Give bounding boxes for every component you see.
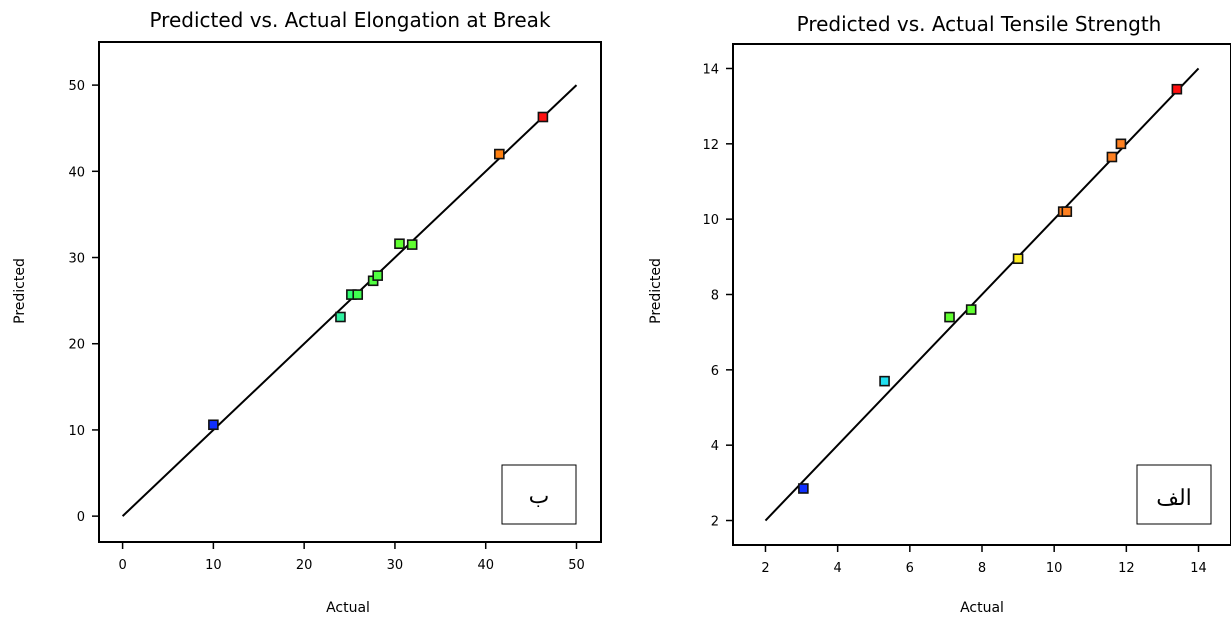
chart-elongation-xlabel: Actual — [326, 600, 370, 616]
chart-elongation-ytick-label: 30 — [68, 252, 85, 267]
chart-elongation-reference-line — [121, 84, 578, 517]
chart-elongation-xtick-label: 10 — [205, 558, 222, 573]
chart-tensile-data-point — [1061, 206, 1073, 217]
chart-tensile-points — [798, 83, 1183, 494]
chart-tensile-title: Predicted vs. Actual Tensile Strength — [797, 12, 1162, 36]
chart-tensile-xtick-label: 4 — [834, 561, 842, 576]
chart-tensile-xlabel: Actual — [960, 600, 1004, 616]
chart-tensile: Predicted vs. Actual Tensile Strength 2 4… — [648, 12, 1231, 616]
chart-elongation-ytick-label: 10 — [68, 424, 85, 439]
chart-elongation: Predicted vs. Actual Elongation at Break… — [12, 8, 602, 616]
chart-tensile-reference-line — [764, 67, 1200, 522]
chart-tensile-data-point — [1106, 151, 1118, 163]
chart-tensile-ytick-label: 10 — [702, 213, 719, 228]
chart-elongation-xtick-label: 0 — [118, 558, 126, 573]
chart-tensile-ticks: 2 4 6 8 10 12 14 2 4 6 8 10 12 14 — [702, 62, 1206, 576]
chart-elongation-data-point — [372, 270, 383, 281]
chart-elongation-data-point — [394, 238, 405, 250]
chart-elongation-ytick-label: 20 — [68, 338, 85, 353]
chart-tensile-ytick-label: 8 — [711, 289, 719, 304]
chart-elongation-data-point — [406, 239, 418, 250]
chart-elongation-ytick-label: 0 — [77, 510, 85, 525]
chart-elongation-panel-label-box: ب — [501, 464, 577, 525]
chart-elongation-xtick-label: 20 — [296, 558, 313, 573]
chart-elongation-ytick-label: 50 — [68, 79, 85, 94]
chart-elongation-data-point — [335, 311, 346, 323]
chart-elongation-points — [208, 111, 549, 431]
chart-elongation-ticks: 0 10 20 30 40 50 0 10 20 30 40 50 — [68, 79, 584, 573]
chart-tensile-xtick-label: 14 — [1190, 561, 1207, 576]
chart-tensile-xtick-label: 8 — [978, 561, 986, 576]
chart-tensile-data-point — [879, 375, 890, 387]
chart-elongation-ylabel: Predicted — [12, 258, 28, 324]
chart-tensile-ytick-label: 14 — [702, 62, 719, 77]
chart-tensile-ytick-label: 4 — [711, 439, 719, 454]
chart-elongation-xtick-label: 50 — [568, 558, 585, 573]
chart-tensile-xtick-label: 2 — [761, 561, 769, 576]
chart-elongation-data-point — [494, 148, 505, 160]
chart-elongation-ytick-label: 40 — [68, 165, 85, 180]
chart-elongation-data-point — [352, 289, 364, 300]
chart-tensile-data-point — [1171, 83, 1183, 95]
chart-tensile-ylabel: Predicted — [648, 258, 664, 324]
chart-tensile-data-point — [944, 311, 955, 323]
chart-elongation-xtick-label: 40 — [477, 558, 494, 573]
chart-elongation-plot-frame — [98, 41, 602, 543]
chart-elongation-panel-label: ب — [529, 484, 550, 509]
chart-elongation-data-point — [537, 111, 549, 123]
chart-tensile-ytick-label: 2 — [711, 515, 719, 530]
chart-tensile-xtick-label: 6 — [906, 561, 914, 576]
chart-tensile-panel-label-box: الف — [1136, 464, 1212, 525]
chart-elongation-title: Predicted vs. Actual Elongation at Break — [149, 8, 550, 32]
chart-tensile-data-point — [798, 483, 809, 494]
chart-tensile-ytick-label: 6 — [711, 364, 719, 379]
chart-elongation-xtick-label: 30 — [387, 558, 404, 573]
chart-tensile-data-point — [965, 304, 977, 315]
chart-tensile-panel-label: الف — [1156, 486, 1192, 511]
chart-tensile-data-point — [1012, 253, 1024, 265]
chart-elongation-data-point — [208, 419, 219, 431]
chart-tensile-data-point — [1115, 138, 1127, 150]
chart-tensile-ytick-label: 12 — [702, 138, 719, 153]
chart-tensile-xtick-label: 12 — [1118, 561, 1135, 576]
chart-tensile-xtick-label: 10 — [1046, 561, 1063, 576]
